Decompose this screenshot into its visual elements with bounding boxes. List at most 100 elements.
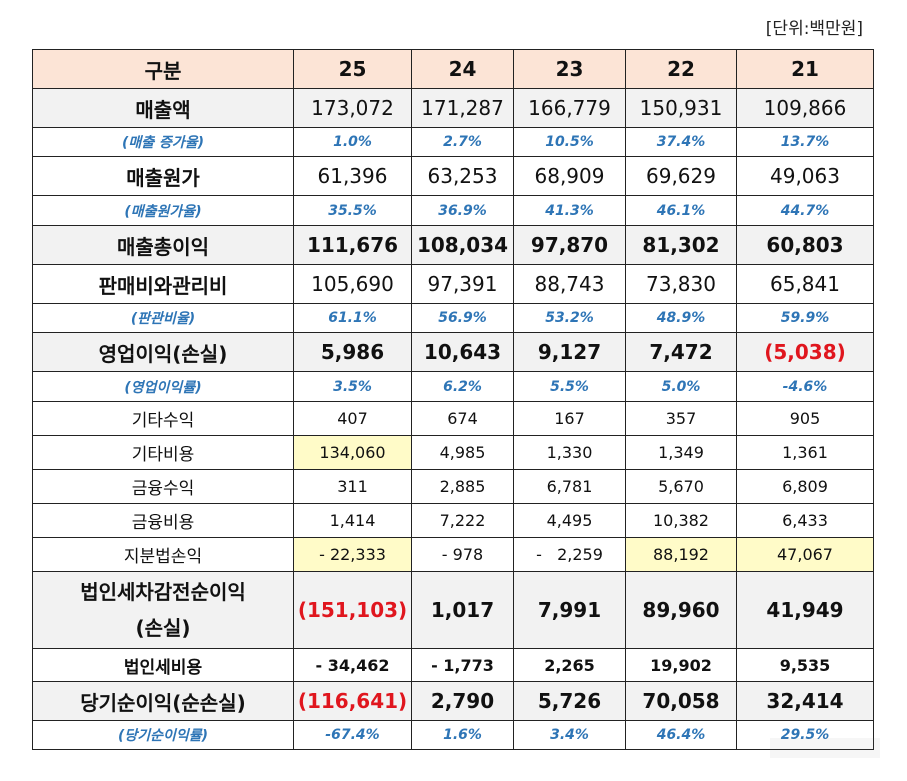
financial-table: 구분 25 24 23 22 21 매출액 173,072 171,287 16… [32,49,874,750]
row-finance-expense: 금융비용 1,414 7,222 4,495 10,382 6,433 [32,503,874,538]
cell-value: 13.7% [736,127,874,157]
cell-value: 41.3% [513,195,626,226]
cell-value: 53.2% [513,303,626,333]
cell-value: 6,433 [736,503,874,538]
cell-value-negative: (151,103) [293,571,412,649]
cell-value: 905 [736,401,874,436]
cell-value: 56.9% [411,303,514,333]
cell-value: 171,287 [411,88,514,128]
cell-value: 36.9% [411,195,514,226]
cell-value: 69,629 [625,156,737,196]
cell-value: 2,790 [411,681,514,721]
row-label-line1: 법인세차감전순이익 [80,580,246,604]
cell-value: 5,670 [625,469,737,504]
row-label-line2: (손실) [135,616,191,640]
cell-value: 2.7% [411,127,514,157]
row-sga-ratio: (판관비율) 61.1% 56.9% 53.2% 48.9% 59.9% [32,303,874,333]
cell-value: 4,985 [411,435,514,470]
row-operating-income: 영업이익(손실) 5,986 10,643 9,127 7,472 (5,038… [32,332,874,372]
row-cogs: 매출원가 61,396 63,253 68,909 69,629 49,063 [32,156,874,196]
cell-value: 1,017 [411,571,514,649]
cell-value-highlighted: 88,192 [625,537,737,572]
cell-value: 89,960 [625,571,737,649]
cell-value-highlighted: 134,060 [293,435,412,470]
header-year: 23 [513,49,626,89]
row-label: (판관비율) [32,303,294,333]
cell-value: 1.0% [293,127,412,157]
cell-value: 2,885 [411,469,514,504]
row-gross-profit: 매출총이익 111,676 108,034 97,870 81,302 60,8… [32,225,874,265]
row-operating-margin: (영업이익률) 3.5% 6.2% 5.5% 5.0% -4.6% [32,371,874,402]
cell-value: 7,991 [513,571,626,649]
row-label: 매출액 [32,88,294,128]
row-label: (영업이익률) [32,371,294,402]
cell-value: 4,495 [513,503,626,538]
watermark [770,738,880,758]
cell-value: 1,349 [625,435,737,470]
cell-value: 61.1% [293,303,412,333]
cell-value: 32,414 [736,681,874,721]
row-label: 법인세비용 [32,648,294,682]
row-other-expense: 기타비용 134,060 4,985 1,330 1,349 1,361 [32,435,874,470]
row-label: 금융비용 [32,503,294,538]
header-label: 구분 [32,49,294,89]
cell-value: 88,743 [513,264,626,304]
cell-value: - 978 [411,537,514,572]
cell-value: 46.4% [625,720,737,750]
cell-value-highlighted: - 22,333 [293,537,412,572]
cell-value: 109,866 [736,88,874,128]
cell-value: 3.4% [513,720,626,750]
cell-value: 1,330 [513,435,626,470]
cell-value: 44.7% [736,195,874,226]
cell-value: 59.9% [736,303,874,333]
cell-value: 48.9% [625,303,737,333]
row-label: (당기순이익률) [32,720,294,750]
row-label: 기타비용 [32,435,294,470]
row-label: 기타수익 [32,401,294,436]
cell-value: 46.1% [625,195,737,226]
cell-value: -67.4% [293,720,412,750]
cell-value: 173,072 [293,88,412,128]
cell-value: 166,779 [513,88,626,128]
row-label: (매출 증가율) [32,127,294,157]
cell-value: - 34,462 [293,648,412,682]
cell-value: 97,391 [411,264,514,304]
row-label: 지분법손익 [32,537,294,572]
row-label: 매출원가 [32,156,294,196]
cell-value: 35.5% [293,195,412,226]
row-cogs-ratio: (매출원가율) 35.5% 36.9% 41.3% 46.1% 44.7% [32,195,874,226]
cell-value: 81,302 [625,225,737,265]
row-label: 금융수익 [32,469,294,504]
cell-value: 150,931 [625,88,737,128]
cell-value: 357 [625,401,737,436]
cell-value: 70,058 [625,681,737,721]
row-finance-income: 금융수익 311 2,885 6,781 5,670 6,809 [32,469,874,504]
row-income-tax: 법인세비용 - 34,462 - 1,773 2,265 19,902 9,53… [32,648,874,682]
unit-label: [단위:백만원] [765,19,863,39]
cell-value: 6.2% [411,371,514,402]
cell-value: 60,803 [736,225,874,265]
header-year: 24 [411,49,514,89]
row-label: 판매비와관리비 [32,264,294,304]
cell-value: 2,265 [513,648,626,682]
header-year: 21 [736,49,874,89]
cell-value: -4.6% [736,371,874,402]
cell-value: 10,643 [411,332,514,372]
cell-value: 407 [293,401,412,436]
cell-value: 61,396 [293,156,412,196]
cell-value: 9,535 [736,648,874,682]
cell-value: 5,986 [293,332,412,372]
cell-value: - 1,773 [411,648,514,682]
cell-value: 68,909 [513,156,626,196]
cell-value: 63,253 [411,156,514,196]
cell-value: 65,841 [736,264,874,304]
row-sga: 판매비와관리비 105,690 97,391 88,743 73,830 65,… [32,264,874,304]
row-revenue-growth: (매출 증가율) 1.0% 2.7% 10.5% 37.4% 13.7% [32,127,874,157]
cell-value: 5.5% [513,371,626,402]
cell-value: 1,414 [293,503,412,538]
header-year: 22 [625,49,737,89]
cell-value: 6,809 [736,469,874,504]
row-label: 영업이익(손실) [32,332,294,372]
cell-value-negative: (5,038) [736,332,874,372]
row-label: 법인세차감전순이익 (손실) [32,571,294,649]
